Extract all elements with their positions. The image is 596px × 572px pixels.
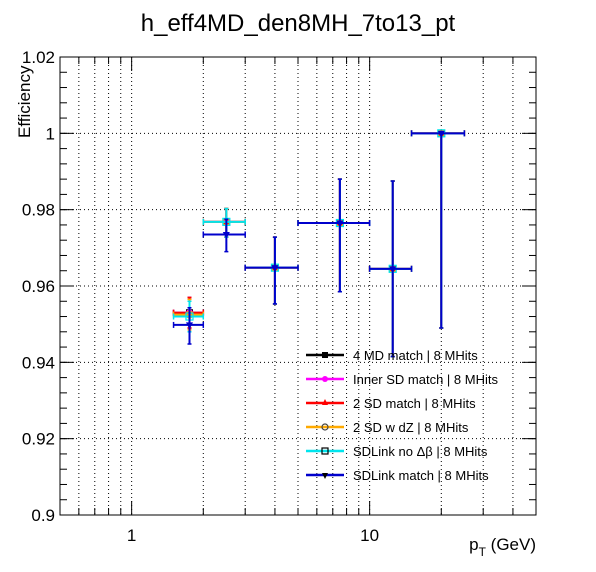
x-axis-label-unit: (GeV) [486, 535, 536, 554]
chart-title: h_eff4MD_den8MH_7to13_pt [141, 10, 456, 37]
data-point [185, 322, 193, 330]
legend-label: SDLink no Δβ | 8 MHits [353, 444, 488, 459]
series-group [172, 130, 466, 358]
data-point [321, 423, 329, 431]
y-tick-label: 0.98 [22, 201, 55, 220]
x-axis-label: pT (GeV) [469, 535, 536, 559]
legend-label: Inner SD match | 8 MHits [353, 372, 498, 387]
x-axis-label-subscript: T [479, 545, 487, 559]
data-point [322, 473, 328, 479]
data-point [322, 399, 328, 405]
data-point [271, 265, 279, 273]
data-point [389, 266, 397, 274]
y-tick-label: 0.92 [22, 430, 55, 449]
data-point [437, 130, 445, 138]
y-tick-label: 1 [46, 124, 55, 143]
data-point [336, 220, 344, 228]
data-point [322, 376, 328, 382]
tick-labels: 1 10 0.9 0.92 0.94 0.96 0.98 1 1.02 [22, 48, 379, 545]
y-tick-label: 0.96 [22, 277, 55, 296]
legend-label: 2 SD w dZ | 8 MHits [353, 420, 469, 435]
legend: 4 MD match | 8 MHits Inner SD match | 8 M… [306, 348, 498, 483]
legend-label: 4 MD match | 8 MHits [353, 348, 478, 363]
legend-label: 2 SD match | 8 MHits [353, 396, 476, 411]
data-point [321, 447, 329, 455]
x-tick-label: 10 [360, 526, 379, 545]
y-tick-label: 0.9 [31, 506, 55, 525]
y-tick-label: 0.94 [22, 353, 55, 372]
y-axis-label: Efficiency [15, 65, 34, 138]
data-point [322, 352, 328, 358]
data-point [222, 231, 230, 239]
data-series [172, 128, 466, 358]
legend-label: SDLink match | 8 MHits [353, 468, 489, 483]
y-tick-label: 1.02 [22, 48, 55, 67]
x-tick-label: 1 [127, 526, 136, 545]
x-axis-label-main: p [469, 535, 478, 554]
axis-ticks [59, 56, 537, 516]
